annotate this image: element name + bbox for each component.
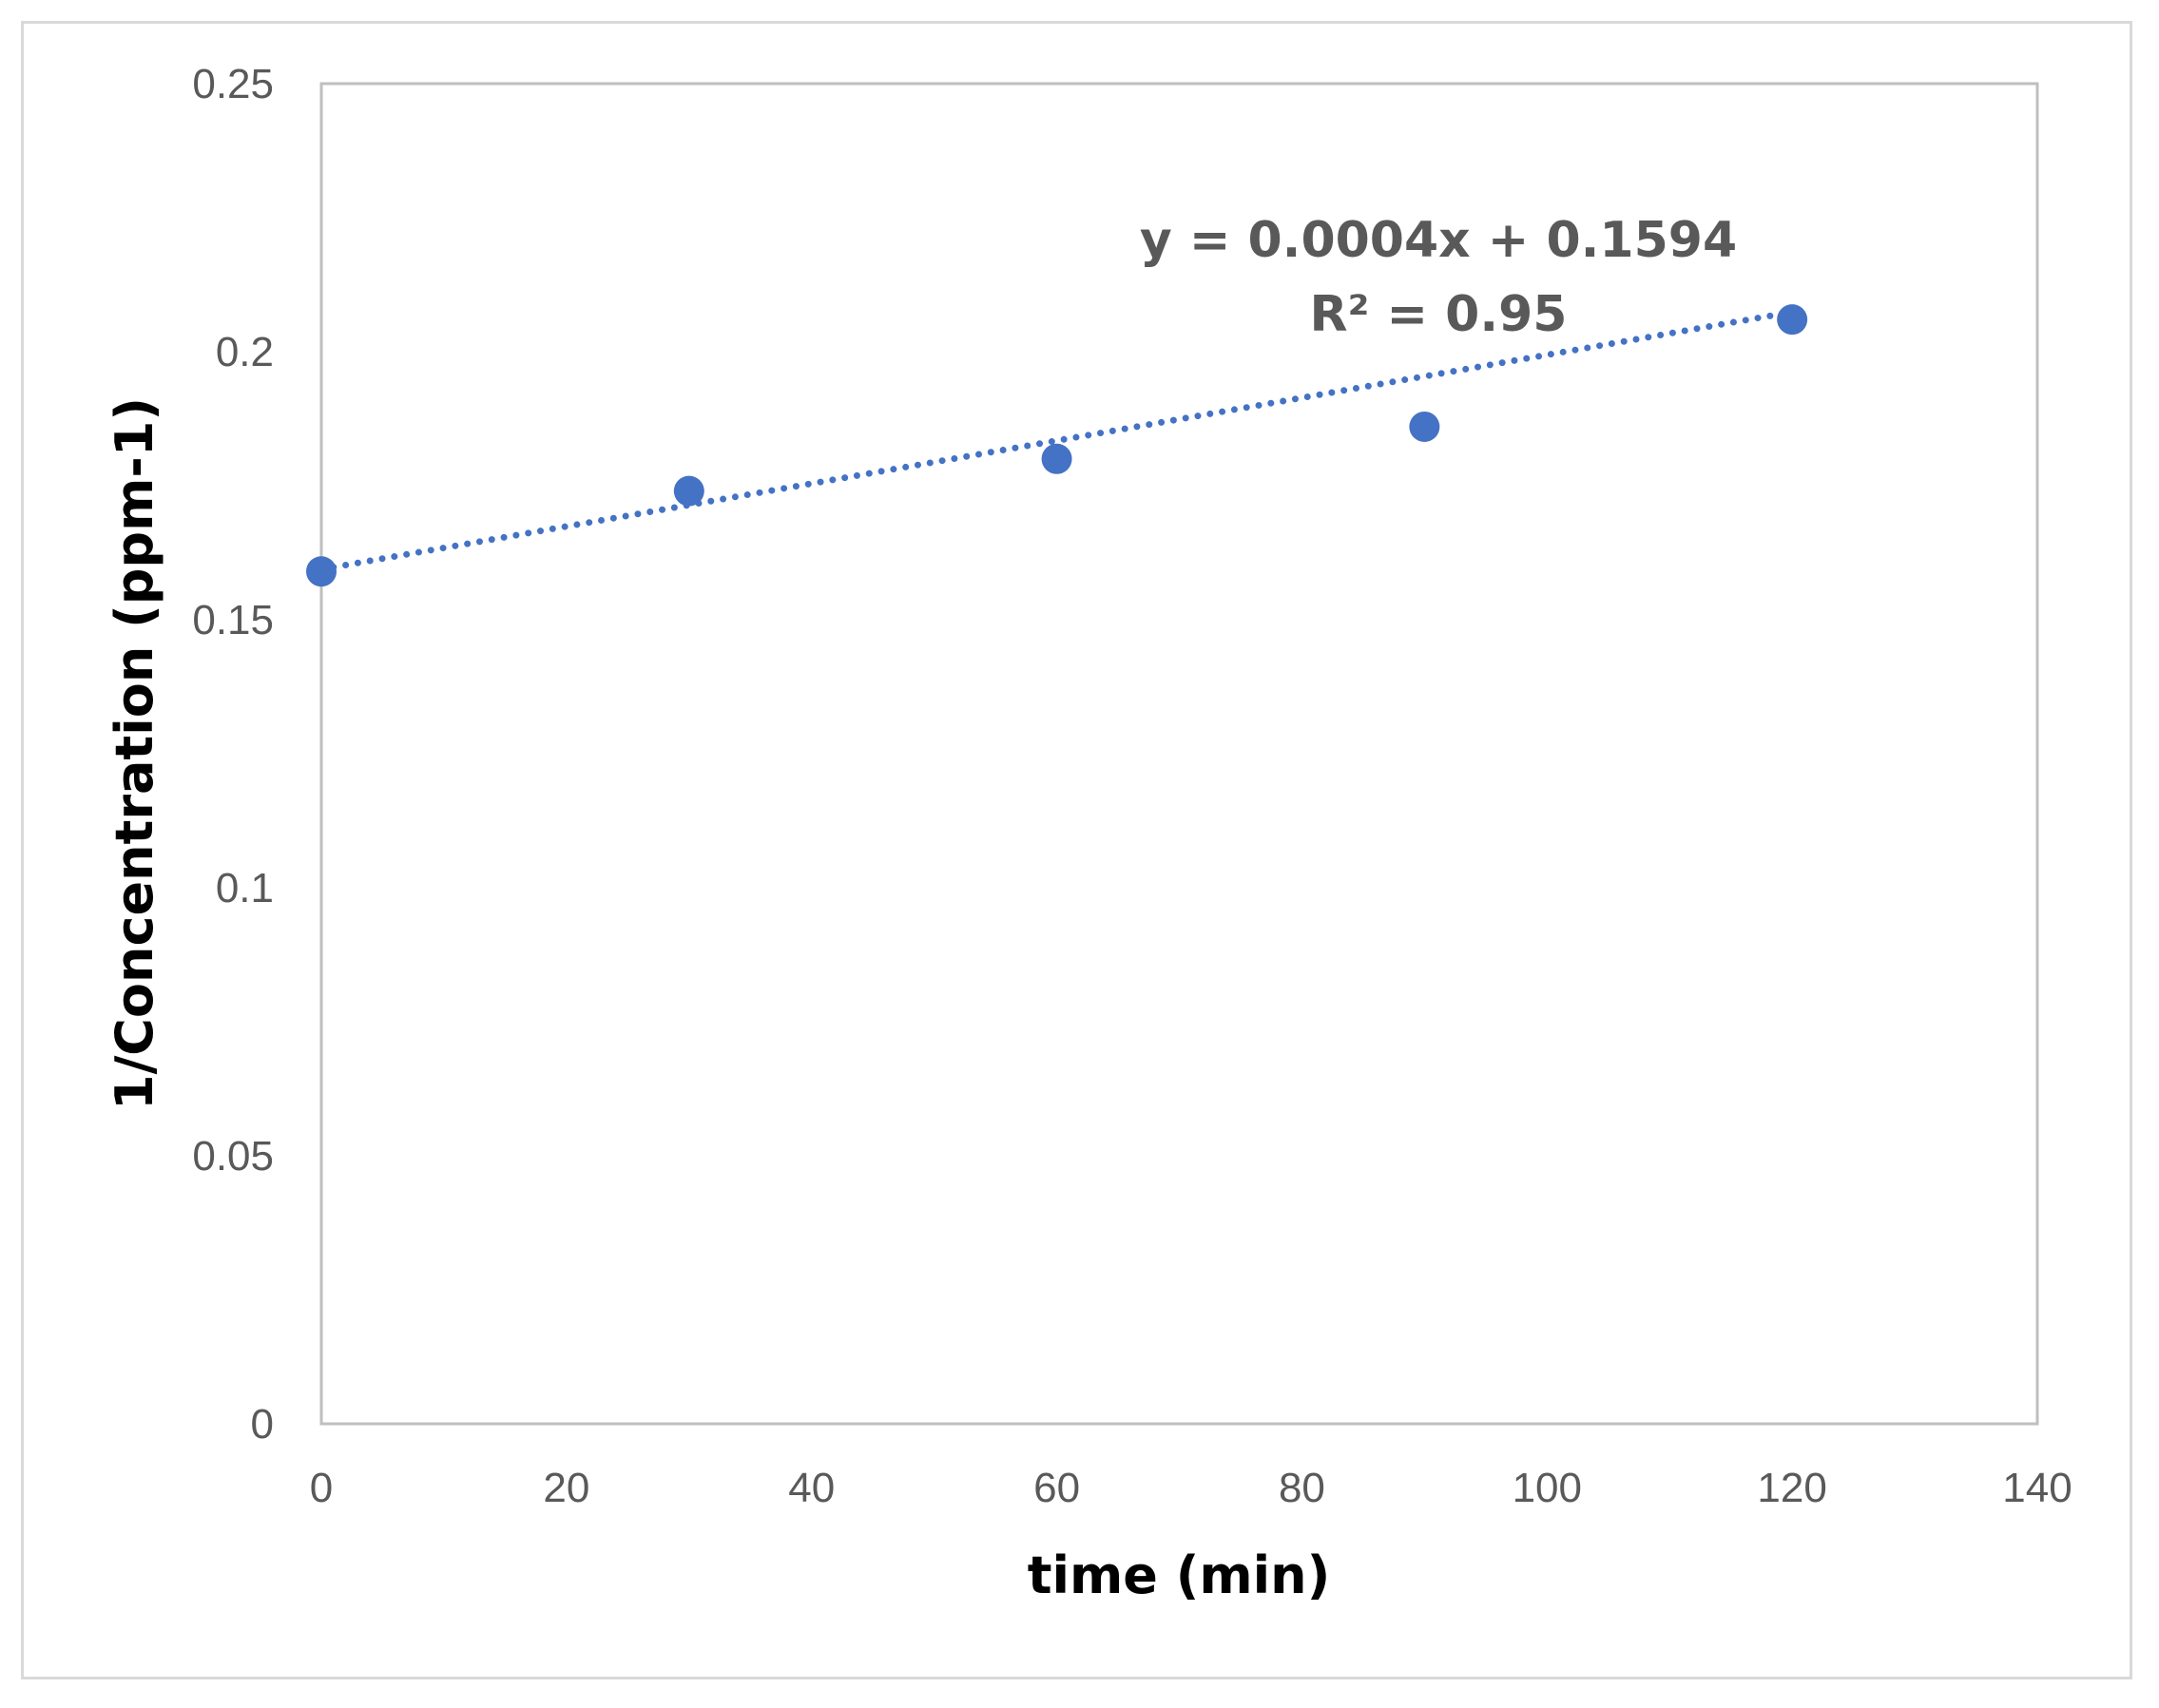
data-point (1409, 411, 1440, 442)
x-tick-label: 20 (543, 1465, 589, 1511)
data-points (306, 304, 1808, 587)
x-tick-label: 40 (788, 1465, 835, 1511)
x-tick-label: 120 (1757, 1465, 1826, 1511)
y-tick-label: 0.2 (216, 329, 274, 375)
x-axis-title: time (min) (1028, 1545, 1331, 1605)
data-point (306, 556, 337, 587)
y-tick-label: 0.15 (192, 597, 274, 643)
x-tick-label: 140 (2002, 1465, 2072, 1511)
y-tick-label: 0 (251, 1401, 274, 1448)
x-tick-label: 100 (1513, 1465, 1582, 1511)
x-tick-label: 80 (1279, 1465, 1325, 1511)
trendline-equation: y = 0.0004x + 0.1594 (1140, 212, 1737, 269)
y-tick-label: 0.05 (192, 1133, 274, 1180)
trendline-group (318, 308, 1796, 573)
trendline-r2: R² = 0.95 (1310, 286, 1568, 343)
y-tick-labels: 0 0.05 0.1 0.15 0.2 0.25 (192, 61, 274, 1448)
data-point (1041, 443, 1072, 474)
y-tick-label: 0.25 (192, 61, 274, 107)
x-tick-label: 0 (310, 1465, 333, 1511)
trendline (318, 308, 1796, 573)
x-tick-label: 60 (1033, 1465, 1080, 1511)
data-point (673, 475, 704, 507)
y-tick-label: 0.1 (216, 865, 274, 912)
x-tick-labels: 0 20 40 60 80 100 120 140 (310, 1465, 2072, 1511)
data-point (1777, 304, 1808, 336)
plot-area (319, 82, 2039, 1426)
y-axis-title: 1/Concentration (ppm-1) (105, 397, 164, 1110)
